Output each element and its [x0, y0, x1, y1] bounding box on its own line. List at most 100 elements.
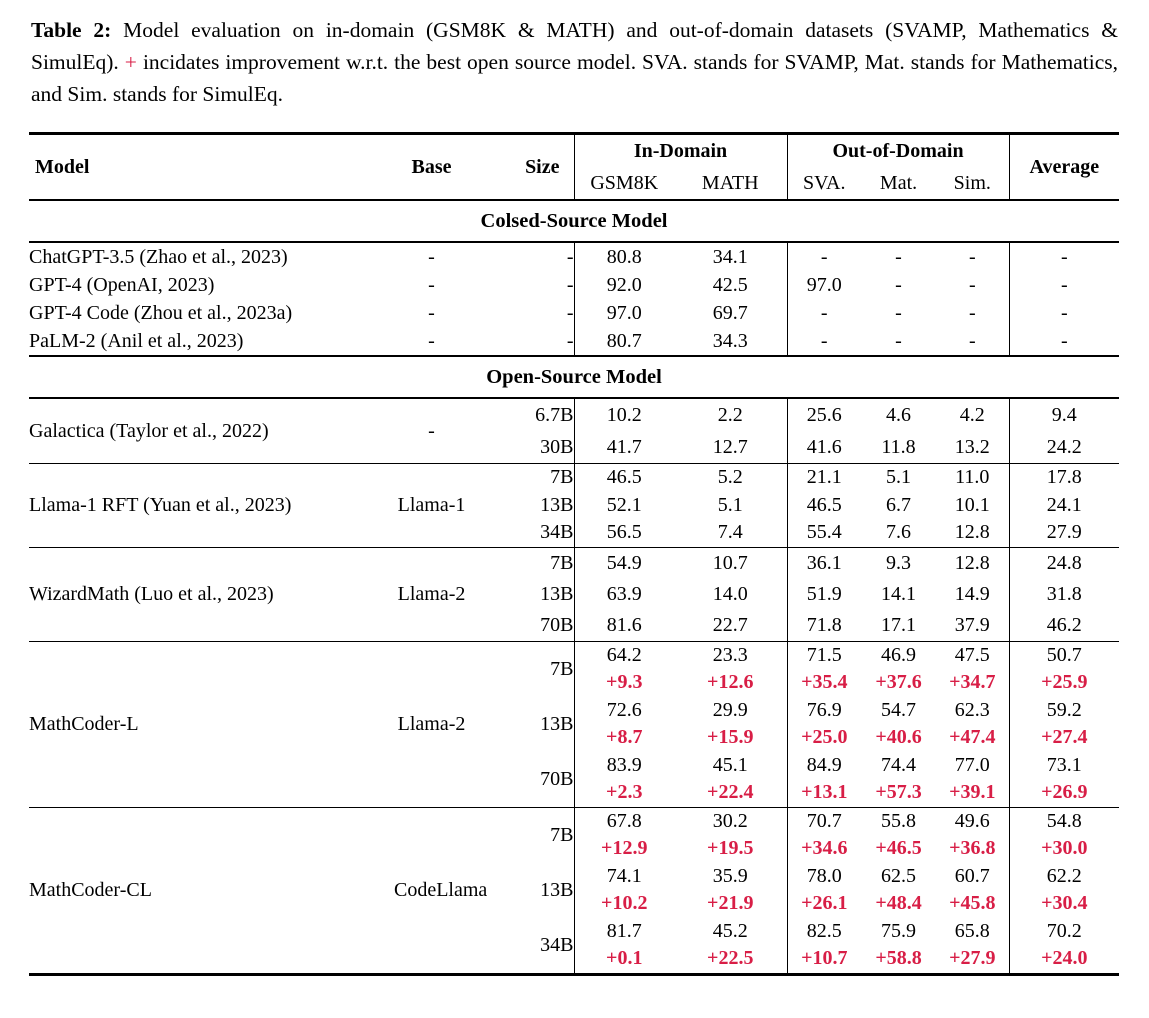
size-cell: 34B	[540, 521, 574, 544]
caption-text-after-plus: incidates improvement w.r.t. the best op…	[31, 50, 1119, 106]
table-row: 13B 74.1 35.9 78.0 62.5 60.7 62.2	[29, 862, 1120, 901]
score-cell: 62.5	[881, 864, 917, 887]
base-cell: -	[428, 245, 435, 268]
model-cell: MathCoder-CL	[29, 878, 152, 901]
score-cell: 34.1	[712, 245, 748, 268]
score-cell: 27.9	[1008, 519, 1120, 547]
score-cell: 50.7	[1008, 641, 1120, 669]
table-row: GPT-4 Code (Zhou et al., 2023a) - -97.0 69.…	[29, 299, 1120, 327]
column-header-mat: Mat.	[879, 172, 918, 194]
delta-cell: +25.0	[786, 724, 862, 752]
table-caption: Table 2: Model evaluation on in-domain (…	[31, 14, 1118, 110]
model-cell: ChatGPT-3.5 (Zhao et al., 2023)	[29, 245, 288, 268]
score-cell: 74.1	[573, 862, 674, 890]
score-cell: 41.6	[786, 431, 862, 464]
model-group: MathCoder-L Llama-2 7B 64.2 23.3 71.5 46.9 47.5…	[29, 641, 1120, 807]
column-header-gsm8k: GSM8K	[573, 167, 674, 200]
size-cell: 13B	[540, 582, 574, 605]
score-cell: 71.5	[786, 641, 862, 669]
score-cell: 65.8	[954, 919, 990, 942]
score-cell: 5.2	[717, 466, 743, 489]
score-cell: 80.7	[573, 327, 674, 356]
score-cell: -	[786, 327, 862, 356]
size-cell: 70B	[540, 613, 574, 636]
score-cell: 46.5	[786, 491, 862, 519]
score-cell: 97.0	[786, 271, 862, 299]
delta-cell: +30.0	[1008, 835, 1120, 863]
score-cell: 34.3	[712, 329, 748, 352]
delta-cell: +27.4	[1008, 724, 1120, 752]
table-row-delta: +0.1 +22.5 +10.7 +58.8 +27.9 +24.0	[29, 945, 1120, 974]
delta-cell: +34.6	[786, 835, 862, 863]
delta-cell: +19.5	[707, 837, 754, 860]
score-cell: 67.8	[573, 807, 674, 835]
score-cell: -	[1008, 327, 1120, 356]
model-cell: GPT-4 (OpenAI, 2023)	[29, 273, 215, 296]
score-cell: 54.8	[1008, 807, 1120, 835]
column-header-model: Model	[35, 156, 90, 178]
score-cell: -	[895, 245, 902, 268]
caption-text-before-plus: Model evaluation on in-domain (GSM8K & M…	[31, 18, 1118, 74]
score-cell: 78.0	[786, 862, 862, 890]
size-cell: 30B	[540, 435, 574, 458]
table-row: 30B 41.7 12.7 41.6 11.8 13.2 24.2	[29, 431, 1120, 464]
table-row: 13B 52.1 5.1 46.5 6.7 10.1 24.1	[29, 491, 1120, 519]
model-cell: Galactica (Taylor et al., 2022)	[29, 419, 269, 442]
delta-cell: +36.8	[949, 837, 996, 860]
size-cell: 7B	[550, 551, 574, 574]
score-cell: 13.2	[954, 435, 990, 458]
size-cell: 13B	[540, 493, 574, 516]
results-table: Model Base Size In-Domain Out-of-Domain Avera…	[29, 132, 1120, 976]
delta-cell: +34.7	[949, 671, 996, 694]
score-cell: 73.1	[1008, 751, 1120, 779]
score-cell: -	[968, 245, 976, 268]
base-cell: -	[428, 273, 435, 296]
delta-cell: +0.1	[573, 945, 674, 974]
score-cell: 11.0	[955, 466, 990, 489]
score-cell: 30.2	[712, 809, 748, 832]
column-header-out-of-domain: Out-of-Domain	[786, 133, 1010, 167]
score-cell: 59.2	[1008, 696, 1120, 724]
section-title-group: Open-Source Model	[29, 356, 1120, 398]
size-cell: 34B	[540, 933, 574, 956]
column-header-sva: SVA.	[786, 167, 862, 200]
score-cell: 70.2	[1008, 917, 1120, 945]
delta-cell: +26.9	[1008, 779, 1120, 807]
model-cell: PaLM-2 (Anil et al., 2023)	[29, 329, 244, 352]
score-cell: 14.0	[712, 582, 748, 605]
column-header-size: Size	[525, 156, 560, 178]
table-row: 70B 83.9 45.1 84.9 74.4 77.0 73.1	[29, 751, 1120, 790]
score-cell: 14.9	[954, 582, 990, 605]
caption-plus-sign: +	[124, 50, 137, 74]
score-cell: 77.0	[954, 753, 990, 776]
base-cell: Llama-1	[397, 493, 466, 516]
score-cell: 76.9	[786, 696, 862, 724]
score-cell: 12.8	[954, 551, 990, 574]
table-row: PaLM-2 (Anil et al., 2023) - -80.7 34.3- - - -	[29, 327, 1120, 356]
score-cell: 70.7	[786, 807, 862, 835]
model-group: MathCoder-CL CodeLlama 7B 67.8 30.2 70.7 55.8 4…	[29, 807, 1120, 974]
column-header-base: Base	[411, 156, 452, 178]
score-cell: -	[895, 329, 902, 352]
delta-cell: +22.5	[707, 947, 754, 970]
score-cell: 21.1	[786, 463, 862, 492]
score-cell: 92.0	[573, 271, 674, 299]
score-cell: 55.4	[786, 519, 862, 547]
column-header-math: MATH	[701, 172, 759, 194]
delta-cell: +39.1	[949, 781, 996, 804]
score-cell: 9.3	[886, 551, 912, 574]
section-title: Open-Source Model	[486, 366, 662, 388]
table-row-delta: +2.3 +22.4 +13.1 +57.3 +39.1 +26.9	[29, 779, 1120, 807]
delta-cell: +47.4	[949, 726, 996, 749]
score-cell: 11.8	[881, 435, 916, 458]
score-cell: 37.9	[954, 613, 990, 636]
score-cell: 64.2	[573, 641, 674, 669]
model-cell: Llama-1 RFT (Yuan et al., 2023)	[29, 493, 292, 516]
score-cell: 9.4	[1008, 398, 1120, 431]
score-cell: 36.1	[786, 547, 862, 579]
table-row-delta: +8.7 +15.9 +25.0 +40.6 +47.4 +27.4	[29, 724, 1120, 752]
delta-cell: +58.8	[875, 947, 922, 970]
score-cell: 55.8	[881, 809, 917, 832]
delta-cell: +8.7	[573, 724, 674, 752]
delta-cell: +26.1	[786, 890, 862, 918]
